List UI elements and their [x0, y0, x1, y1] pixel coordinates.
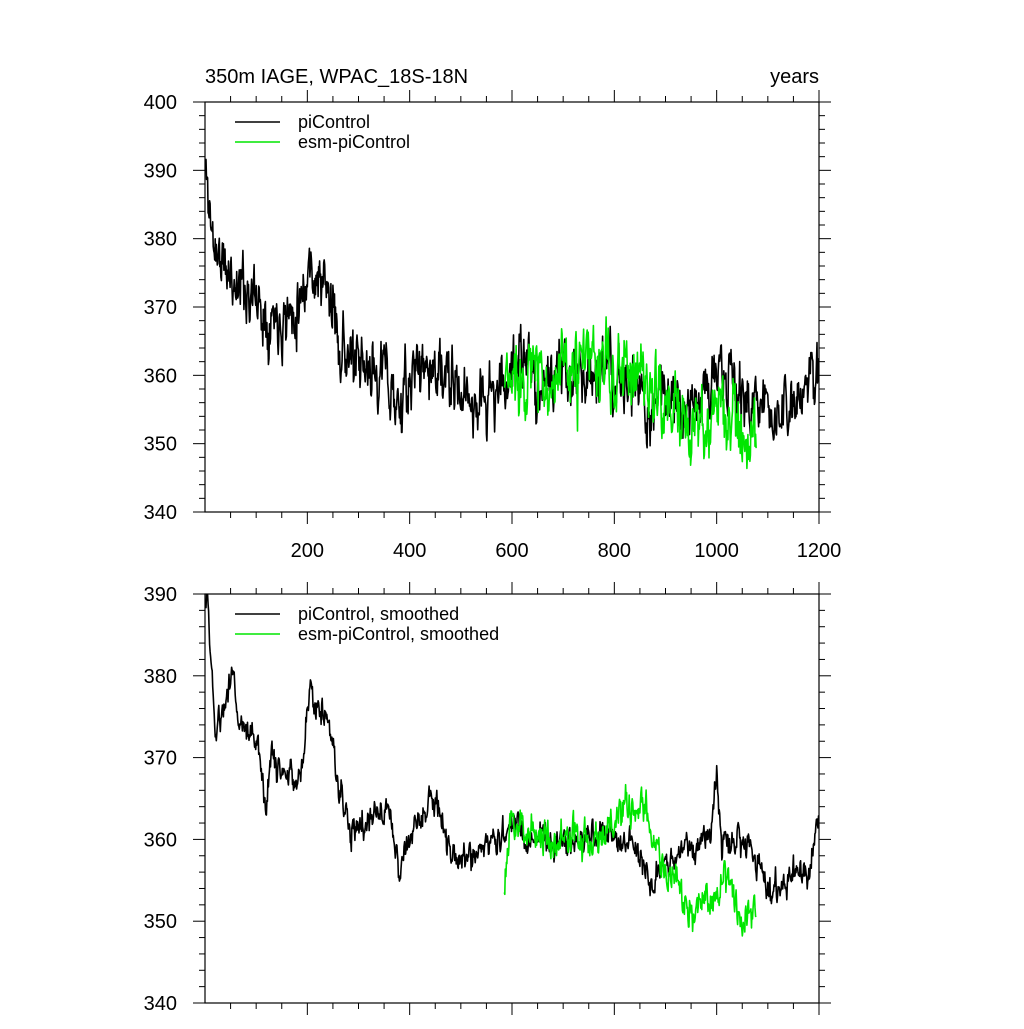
y-tick-label: 360: [144, 365, 177, 387]
x-tick-label: 1200: [797, 540, 842, 562]
legend-label: piControl: [298, 112, 370, 132]
legend-label: esm-piControl: [298, 132, 410, 152]
x-tick-label: 800: [598, 540, 631, 562]
y-tick-label: 390: [144, 584, 177, 606]
y-tick-label: 400: [144, 92, 177, 114]
y-tick-label: 340: [144, 502, 177, 524]
chart-title: 350m IAGE, WPAC_18S-18N: [205, 66, 468, 88]
y-tick-label: 370: [144, 748, 177, 770]
x-tick-label: 1000: [694, 540, 739, 562]
x-tick-label: 200: [291, 540, 324, 562]
y-tick-label: 380: [144, 666, 177, 688]
series-line-picontrol-smoothed: [205, 594, 819, 905]
y-tick-label: 370: [144, 297, 177, 319]
legend-label: piControl, smoothed: [298, 604, 459, 624]
panel-bottom: 340 350 360 370 380 390 piControl, smoothedesm…: [144, 582, 831, 1015]
y-tick-label: 350: [144, 911, 177, 933]
series-line-picontrol: [205, 158, 819, 449]
legend-label: esm-piControl, smoothed: [298, 624, 499, 644]
y-tick-label: 390: [144, 160, 177, 182]
y-tick-label: 360: [144, 829, 177, 851]
panel-top: 340 350 360 370 380 390 400 200 400 600 800 1000 120…: [144, 66, 842, 562]
y-tick-label: 350: [144, 434, 177, 456]
x-tick-label: 600: [495, 540, 528, 562]
chart-units-label: years: [770, 66, 819, 88]
series-line-esm-picontrol: [503, 316, 757, 470]
plot-frame-bottom: [204, 593, 820, 1004]
series-line-esm-picontrol-smoothed: [503, 783, 757, 937]
y-tick-label: 340: [144, 993, 177, 1015]
y-tick-label: 380: [144, 229, 177, 251]
x-tick-label: 400: [393, 540, 426, 562]
